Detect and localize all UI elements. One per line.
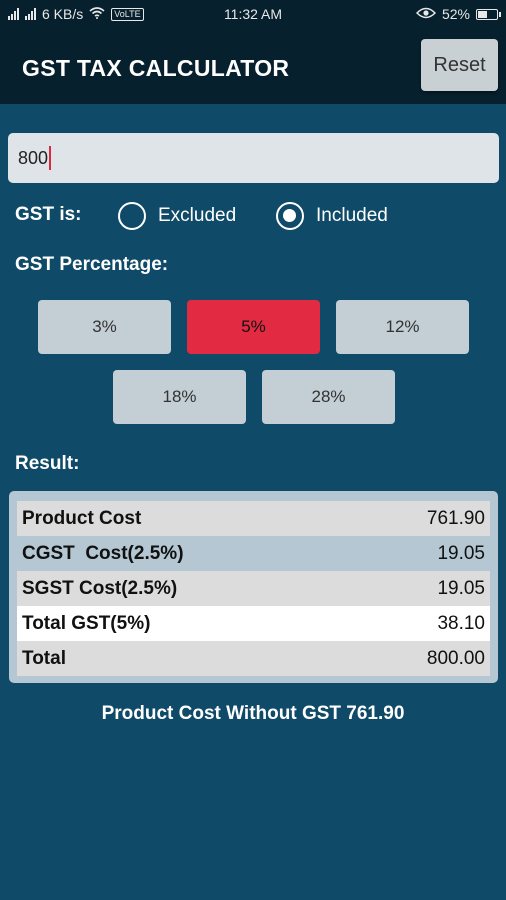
percent-button-5[interactable]: 5%	[187, 300, 320, 354]
amount-value: 800	[18, 147, 49, 168]
signal-icon	[25, 8, 36, 20]
radio-excluded-label: Excluded	[158, 205, 237, 226]
amount-input[interactable]: 800	[8, 133, 499, 183]
result-row-total-gst: Total GST(5%) 38.10	[17, 606, 490, 641]
result-row-value: 19.05	[437, 577, 485, 599]
result-row-cgst: CGST Cost(2.5%) 19.05	[17, 536, 490, 571]
status-left: 6 KB/s VoLTE	[8, 6, 144, 22]
percent-button-28[interactable]: 28%	[262, 370, 395, 424]
result-row-value: 761.90	[426, 507, 485, 529]
status-right: 52%	[415, 6, 501, 22]
app-bar: GST TAX CALCULATOR Reset	[0, 28, 506, 104]
volte-badge: VoLTE	[111, 7, 144, 21]
percent-button-18[interactable]: 18%	[113, 370, 246, 424]
result-row-product-cost: Product Cost 761.90	[17, 501, 490, 536]
result-row-name: SGST Cost(2.5%)	[22, 577, 178, 599]
result-row-value: 800.00	[426, 647, 485, 669]
text-cursor	[49, 146, 52, 170]
product-cost-summary: Product Cost Without GST 761.90	[101, 703, 405, 724]
result-row-name: Total	[22, 647, 66, 669]
radio-circle-icon	[118, 202, 146, 230]
result-table: Product Cost 761.90 CGST Cost(2.5%) 19.0…	[9, 491, 498, 683]
app-title: GST TAX CALCULATOR	[22, 55, 290, 81]
network-speed: 6 KB/s	[42, 6, 84, 22]
radio-selected-icon	[276, 202, 304, 230]
battery-fill	[478, 10, 487, 18]
result-row-name: Total GST(5%)	[22, 612, 151, 634]
battery-icon	[476, 8, 501, 20]
battery-percent: 52%	[441, 6, 470, 22]
result-row-name: CGST Cost(2.5%)	[22, 542, 184, 564]
radio-included[interactable]: Included	[276, 202, 388, 230]
result-row-total: Total 800.00	[17, 641, 490, 676]
radio-included-label: Included	[316, 205, 388, 226]
gst-percentage-label: GST Percentage:	[15, 254, 169, 275]
status-time: 11:32 AM	[223, 6, 283, 22]
status-bar: 6 KB/s VoLTE 11:32 AM 52%	[0, 0, 506, 28]
signal-icon	[8, 8, 19, 20]
radio-excluded[interactable]: Excluded	[118, 202, 236, 230]
percent-button-3[interactable]: 3%	[38, 300, 171, 354]
result-row-sgst: SGST Cost(2.5%) 19.05	[17, 571, 490, 606]
result-row-value: 19.05	[437, 542, 485, 564]
eye-icon	[415, 6, 437, 22]
result-row-name: Product Cost	[22, 507, 142, 529]
gst-mode-label: GST is:	[15, 204, 82, 225]
percent-button-12[interactable]: 12%	[336, 300, 469, 354]
result-row-value: 38.10	[437, 612, 485, 634]
reset-button[interactable]: Reset	[421, 39, 498, 91]
result-label: Result:	[15, 453, 80, 474]
wifi-icon	[89, 6, 105, 22]
